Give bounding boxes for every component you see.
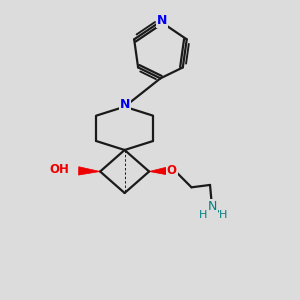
Text: O: O (167, 164, 177, 177)
Polygon shape (79, 167, 100, 175)
Text: N: N (120, 98, 130, 111)
Text: N: N (157, 14, 167, 27)
Text: N: N (207, 200, 217, 213)
Polygon shape (149, 167, 169, 175)
Text: H: H (219, 210, 228, 220)
Text: H: H (199, 210, 207, 220)
Text: OH: OH (49, 163, 69, 176)
